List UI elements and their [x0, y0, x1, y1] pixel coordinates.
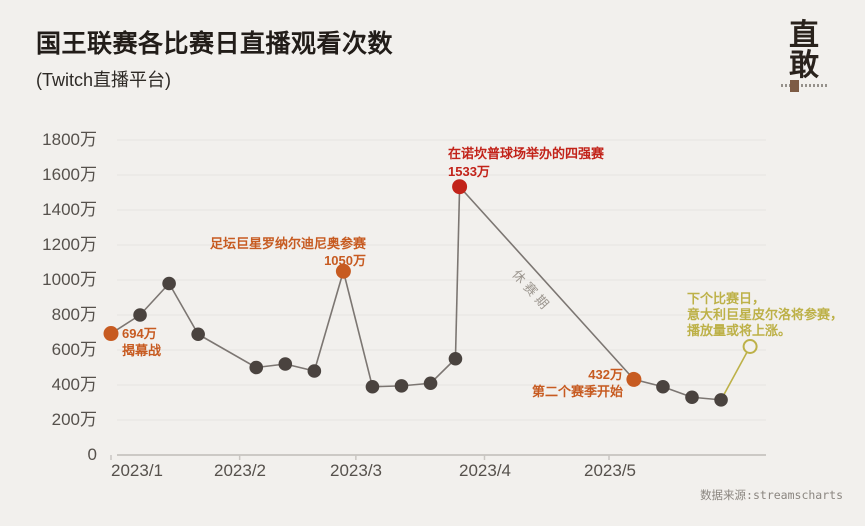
line-segment — [454, 186, 461, 359]
data-point — [103, 326, 119, 342]
x-axis-label: 2023/3 — [330, 461, 382, 480]
annotation-season2: 432万 第二个赛季开始 — [423, 366, 623, 400]
annotation-ronaldinho-label: 足坛巨星罗纳尔迪尼奥参赛 — [209, 236, 366, 251]
data-point — [656, 379, 670, 394]
page-title: 国王联赛各比赛日直播观看次数 — [36, 30, 394, 58]
logo-tagline — [781, 84, 827, 87]
page-subtitle: (Twitch直播平台) — [36, 70, 171, 90]
line-segment — [342, 271, 374, 387]
y-axis-label: 1800万 — [42, 130, 97, 149]
y-axis-label: 1000万 — [42, 270, 97, 289]
data-point — [365, 379, 380, 394]
annotation-opening-value: 694万 — [122, 326, 157, 341]
line-segment — [313, 271, 345, 372]
y-axis-label: 200万 — [51, 410, 97, 429]
logo-character-bottom: 敢 — [789, 49, 819, 82]
annotation-season2-label: 第二个赛季开始 — [531, 384, 623, 399]
annotation-semifinal-value: 1533万 — [448, 164, 490, 179]
annotation-next-line3: 播放量或将上涨。 — [687, 323, 792, 338]
annotation-next-line1: 下个比赛日， — [687, 291, 766, 306]
data-point — [249, 360, 264, 375]
logo-photo-inset — [790, 80, 799, 92]
logo-character-top: 直 — [789, 19, 819, 52]
annotation-semifinal: 在诺坎普球场举办的四强赛 1533万 — [448, 145, 604, 181]
y-axis-label: 800万 — [51, 305, 97, 324]
annotation-next-line2: 意大利巨星皮尔洛将参赛， — [687, 307, 844, 322]
x-axis-label: 2023/1 — [111, 461, 163, 480]
y-axis-label: 400万 — [51, 375, 97, 394]
data-point — [685, 390, 699, 405]
annotation-season2-value: 432万 — [588, 367, 623, 382]
forecast-point — [742, 339, 758, 354]
y-axis-label: 1600万 — [42, 165, 97, 184]
y-axis-label: 1200万 — [42, 235, 97, 254]
brand-logo: 直 敢 — [772, 19, 836, 92]
data-point — [452, 179, 468, 195]
data-point — [714, 393, 728, 407]
annotation-semifinal-label: 在诺坎普球场举办的四强赛 — [448, 146, 605, 161]
data-point — [423, 376, 438, 391]
data-point — [448, 351, 463, 366]
x-axis-label: 2023/4 — [459, 461, 511, 480]
annotation-opening-match: 694万 揭幕战 — [122, 325, 161, 359]
data-point — [191, 327, 205, 342]
data-point — [133, 308, 147, 322]
data-point — [394, 379, 409, 393]
data-point — [278, 357, 293, 371]
data-point — [626, 371, 642, 387]
y-axis-label: 600万 — [51, 340, 97, 359]
x-axis-label: 2023/2 — [214, 461, 266, 480]
data-source: 数据来源:streamscharts — [700, 488, 843, 502]
data-point — [307, 364, 322, 378]
data-point — [162, 276, 176, 291]
line-segment — [139, 282, 170, 316]
line-segment — [459, 186, 635, 380]
line-segment — [168, 283, 199, 335]
data-point — [335, 263, 351, 279]
x-axis-label: 2023/5 — [584, 461, 636, 480]
annotation-next-matchday: 下个比赛日， 意大利巨星皮尔洛将参赛， 播放量或将上涨。 — [687, 291, 843, 339]
annotation-opening-label: 揭幕战 — [122, 343, 162, 358]
line-segment — [197, 333, 257, 369]
line-segment — [720, 346, 751, 401]
annotation-ronaldinho-value: 1050万 — [324, 253, 366, 268]
y-axis-label: 1400万 — [42, 200, 97, 219]
annotation-ronaldinho: 足坛巨星罗纳尔迪尼奥参赛 1050万 — [166, 235, 366, 269]
y-axis-label: 0 — [87, 445, 97, 464]
